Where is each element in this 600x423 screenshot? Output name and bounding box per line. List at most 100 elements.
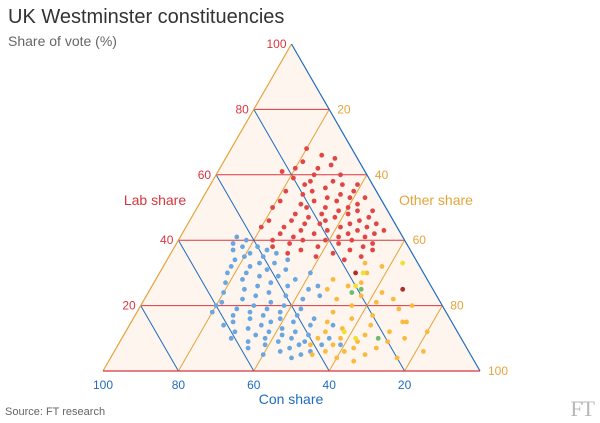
- data-point-con: [338, 342, 343, 348]
- data-point-con: [234, 234, 240, 240]
- data-point-con: [311, 316, 317, 322]
- data-point-con: [243, 237, 249, 243]
- data-point-lab: [300, 237, 306, 243]
- data-point-con: [277, 309, 283, 315]
- left-edge: [102, 43, 293, 372]
- data-point-other: [362, 352, 368, 357]
- data-point-con: [255, 244, 260, 250]
- data-point-con: [275, 339, 281, 344]
- data-point-lab: [381, 228, 387, 233]
- data-point-lab: [323, 185, 328, 191]
- data-point-con: [258, 322, 264, 328]
- data-point-con: [292, 329, 298, 335]
- data-point-lab: [362, 234, 368, 240]
- data-point-lab: [258, 224, 264, 230]
- data-point-con: [253, 332, 259, 338]
- data-point-con: [296, 342, 302, 348]
- data-point-con: [264, 267, 270, 272]
- data-point-lab: [319, 211, 325, 217]
- lab-tick-label: 80: [235, 102, 249, 116]
- data-point-lab: [349, 237, 355, 243]
- data-point-con: [209, 309, 215, 315]
- data-point-con: [225, 270, 230, 276]
- data-point-con: [251, 303, 257, 308]
- data-point-lab: [330, 178, 336, 184]
- data-point-lab: [306, 214, 311, 220]
- data-point-con: [308, 270, 313, 276]
- data-point-con: [247, 316, 253, 322]
- data-point-con: [292, 277, 298, 282]
- data-point-con: [247, 250, 253, 256]
- data-point-con: [262, 342, 268, 348]
- data-point-con: [306, 332, 311, 338]
- data-point-lab: [270, 244, 275, 250]
- data-point-con: [291, 319, 296, 325]
- data-point-lab: [298, 228, 304, 233]
- data-point-other: [349, 316, 355, 322]
- data-point-lab: [347, 221, 353, 227]
- data-point-other: [368, 322, 374, 328]
- data-point-lab: [336, 241, 341, 246]
- data-point-con: [247, 264, 253, 269]
- data-point-other: [345, 283, 351, 289]
- data-point-lab: [277, 231, 283, 237]
- data-point-other: [323, 329, 328, 335]
- data-point-con: [245, 339, 251, 344]
- data-point-con: [221, 322, 227, 328]
- data-point-con: [274, 250, 279, 256]
- source-note: Source: FT research: [5, 406, 106, 418]
- data-point-lab: [298, 201, 304, 207]
- data-point-other: [309, 352, 315, 357]
- data-point-other-yellow: [400, 260, 406, 266]
- data-point-other: [390, 296, 396, 302]
- data-point-other-yellow: [341, 329, 347, 335]
- data-point-con: [283, 267, 289, 272]
- data-point-other: [308, 342, 313, 348]
- data-point-other: [334, 355, 340, 361]
- right-edge: [290, 43, 481, 372]
- data-point-other: [404, 319, 409, 325]
- data-point-con: [257, 273, 262, 279]
- data-point-lab: [289, 218, 294, 224]
- data-point-lab: [298, 247, 304, 253]
- lab-tick-label: 100: [266, 37, 286, 51]
- data-point-con: [219, 299, 225, 305]
- data-point-con: [230, 313, 236, 318]
- data-point-con: [257, 260, 262, 266]
- data-point-con: [287, 345, 292, 351]
- data-point-lab: [324, 228, 330, 233]
- data-point-con: [285, 283, 291, 289]
- lab-axis-label: Lab share: [124, 192, 186, 208]
- other-tick-label: 100: [488, 364, 508, 378]
- data-point-con: [253, 293, 259, 299]
- data-point-lab: [358, 254, 364, 259]
- data-point-other: [362, 260, 368, 266]
- data-point-lab: [345, 231, 351, 237]
- data-point-other: [358, 293, 364, 299]
- data-point-other-yellow: [360, 270, 366, 276]
- data-point-lab: [338, 192, 343, 197]
- con-axis-label: Con share: [259, 391, 324, 407]
- data-point-lab: [345, 211, 351, 217]
- data-point-lab: [292, 165, 298, 171]
- data-point-lab: [370, 241, 375, 246]
- data-point-con: [298, 306, 304, 312]
- data-point-con: [232, 329, 238, 335]
- data-point-con: [255, 283, 260, 289]
- data-point-other: [379, 290, 385, 295]
- data-point-lab: [347, 247, 353, 253]
- data-point-con: [294, 313, 300, 318]
- data-point-other: [330, 309, 336, 315]
- other-axis-label: Other share: [399, 192, 473, 208]
- data-point-con: [230, 247, 236, 253]
- data-point-lab: [287, 241, 292, 246]
- data-point-con: [326, 335, 332, 341]
- data-point-con: [213, 303, 219, 308]
- data-point-con: [242, 286, 247, 292]
- data-point-other-green: [358, 286, 364, 292]
- other-tick-label: 20: [337, 102, 351, 116]
- con-tick-label: 100: [93, 378, 113, 392]
- data-point-other: [330, 277, 336, 282]
- data-point-lab: [292, 211, 298, 217]
- data-point-lab: [311, 198, 317, 204]
